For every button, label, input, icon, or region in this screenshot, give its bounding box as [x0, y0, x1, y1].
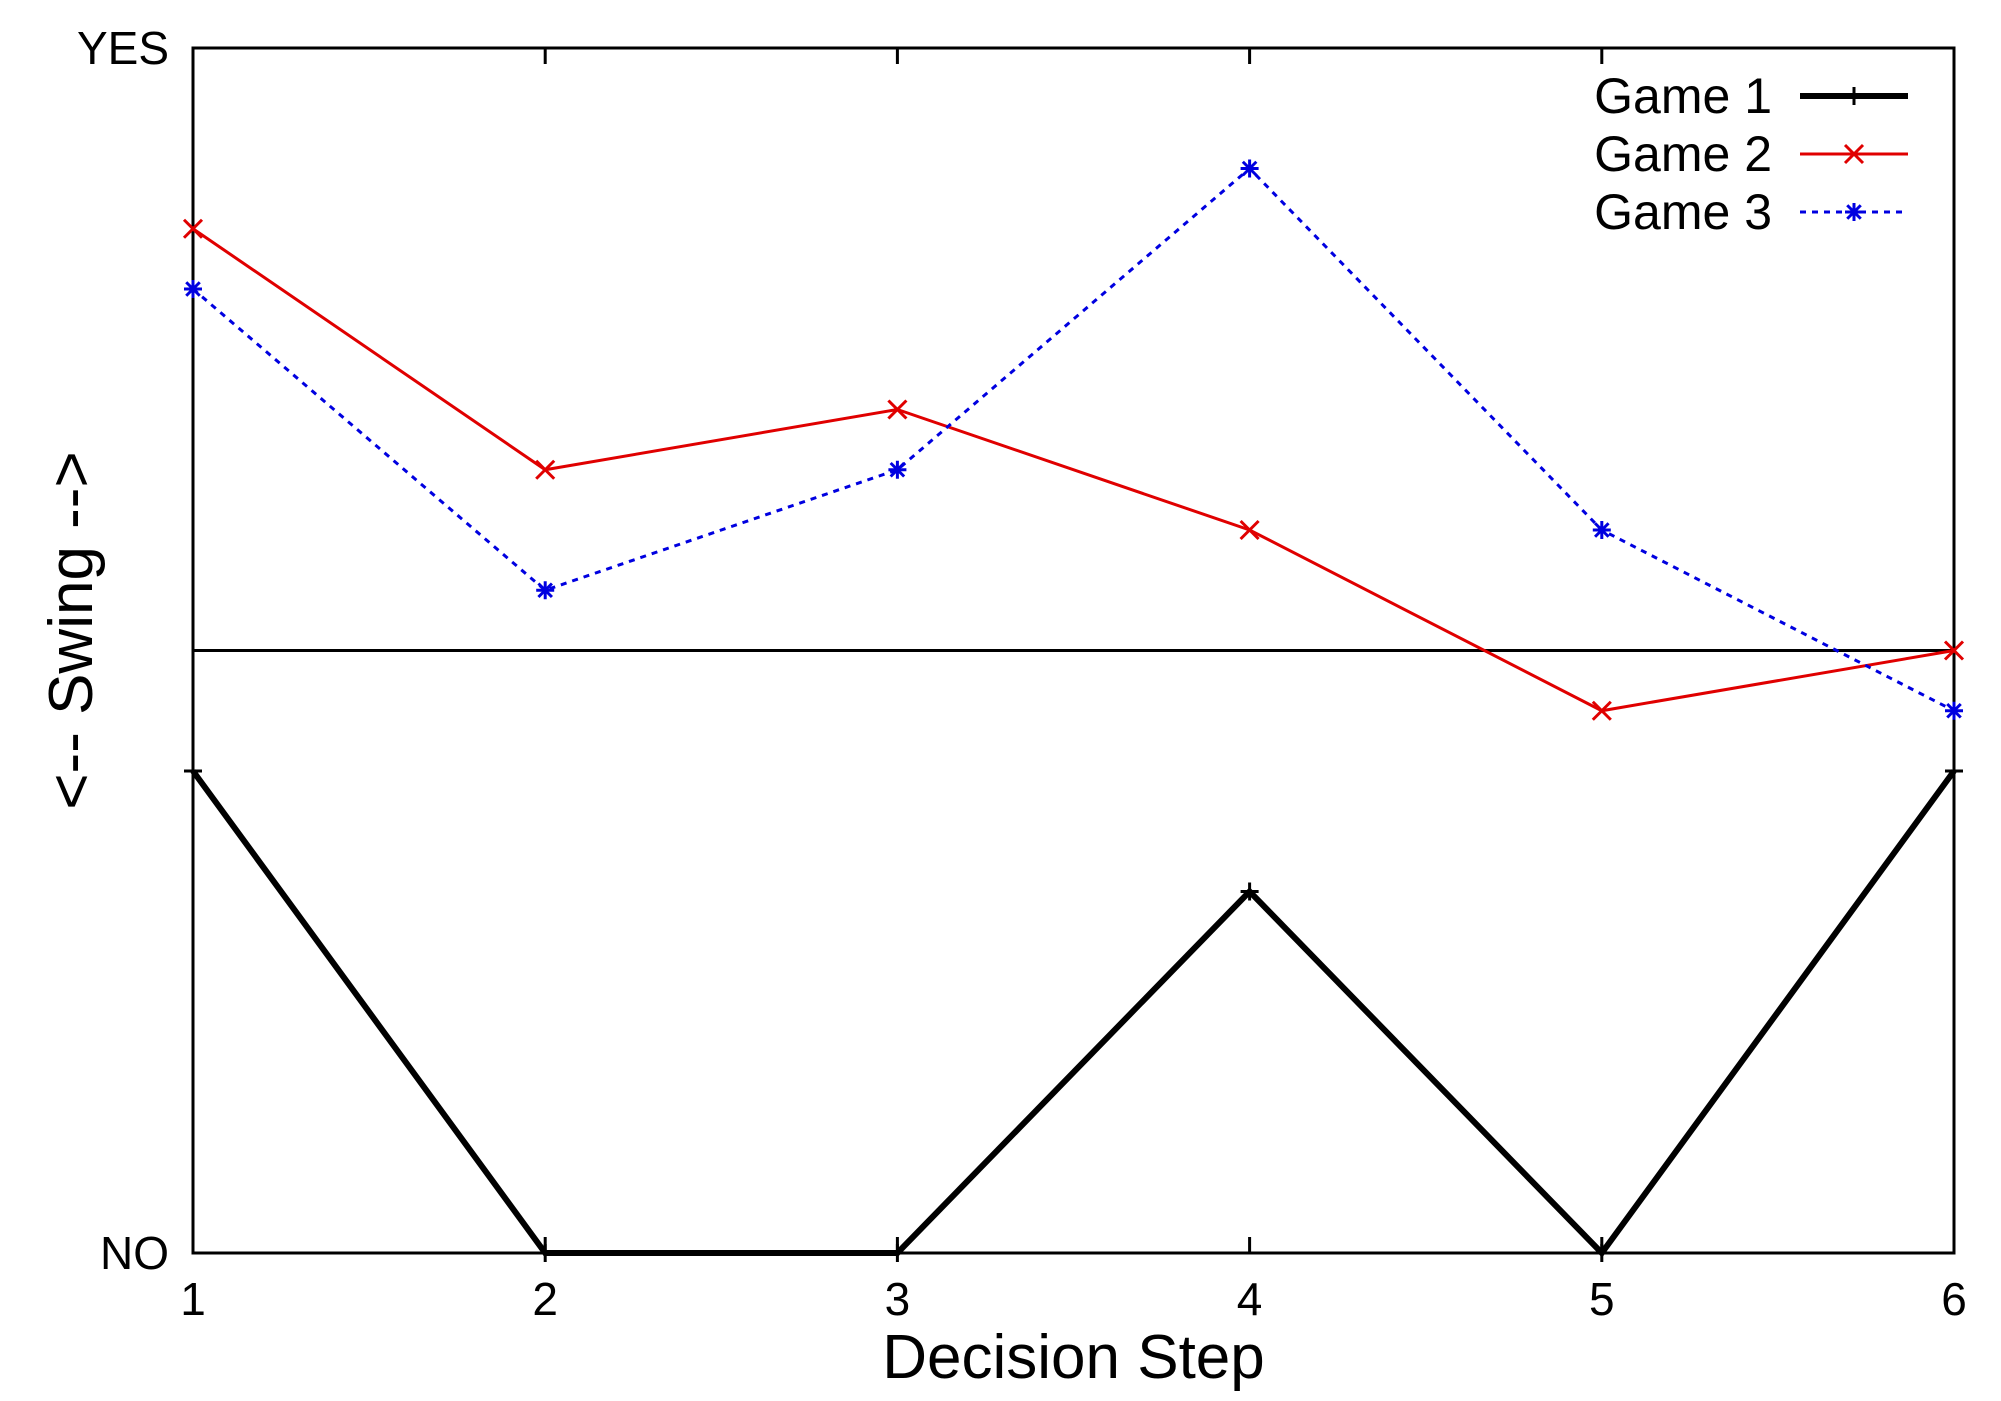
- marker-stroke: [887, 399, 908, 420]
- legend-swatch-marker: [1845, 87, 1863, 105]
- data-point: [1591, 700, 1612, 721]
- x-axis-title: Decision Step: [882, 1323, 1265, 1392]
- series-line: [192, 166, 1955, 713]
- legend-label: Game 2: [1594, 126, 1772, 182]
- data-point: [1592, 1244, 1611, 1262]
- data-point: [888, 1244, 907, 1262]
- marker-stroke: [182, 218, 204, 239]
- series-3: [184, 159, 1963, 720]
- legend-swatch-marker: [1843, 143, 1865, 165]
- data-point: [536, 1244, 555, 1262]
- legend-item: Game 2: [1594, 126, 1908, 182]
- marker-stroke: [1943, 640, 1965, 661]
- legend-label: Game 1: [1594, 68, 1772, 124]
- data-point: [1943, 640, 1965, 661]
- series-line: [192, 227, 1955, 713]
- series-line: [190, 769, 1957, 1258]
- x-tick-label: 3: [885, 1273, 911, 1325]
- marker-stroke: [1591, 700, 1612, 721]
- x-tick-label: 5: [1589, 1273, 1615, 1325]
- series-1: [184, 762, 1963, 1262]
- data-point: [887, 399, 908, 420]
- data-point: [1240, 159, 1259, 178]
- x-tick-label: 2: [532, 1273, 558, 1325]
- marker-stroke: [1241, 160, 1258, 177]
- series-2: [182, 218, 1965, 721]
- data-point: [184, 762, 202, 780]
- marker-stroke: [1239, 519, 1260, 541]
- data-point: [184, 280, 202, 298]
- marker-stroke: [535, 459, 556, 480]
- marker-stroke: [1946, 702, 1962, 719]
- marker-stroke: [537, 582, 554, 599]
- y-tick-label: NO: [100, 1227, 169, 1279]
- legend-label: Game 3: [1594, 184, 1772, 240]
- marker-stroke: [1593, 522, 1610, 538]
- data-point: [1945, 701, 1963, 720]
- marker-stroke: [1843, 143, 1865, 165]
- legend-swatch-marker: [1845, 203, 1863, 221]
- y-tick-label: YES: [77, 22, 169, 74]
- data-point: [182, 218, 204, 239]
- data-point: [1240, 882, 1259, 901]
- marker-stroke: [1846, 204, 1862, 220]
- data-point: [1592, 521, 1611, 539]
- data-point: [1239, 519, 1260, 541]
- series-layer: [182, 159, 1965, 1262]
- legend-item: Game 3: [1594, 184, 1908, 240]
- y-axis-title: <-- Swing -->: [37, 451, 106, 809]
- data-point: [888, 460, 907, 479]
- data-point: [1945, 762, 1963, 780]
- x-tick-label: 4: [1237, 1273, 1263, 1325]
- data-point: [536, 581, 555, 600]
- marker-stroke: [889, 461, 906, 478]
- marker-stroke: [185, 281, 201, 297]
- data-point: [535, 459, 556, 480]
- legend-item: Game 1: [1594, 68, 1908, 124]
- x-tick-label: 1: [180, 1273, 206, 1325]
- x-tick-label: 6: [1941, 1273, 1967, 1325]
